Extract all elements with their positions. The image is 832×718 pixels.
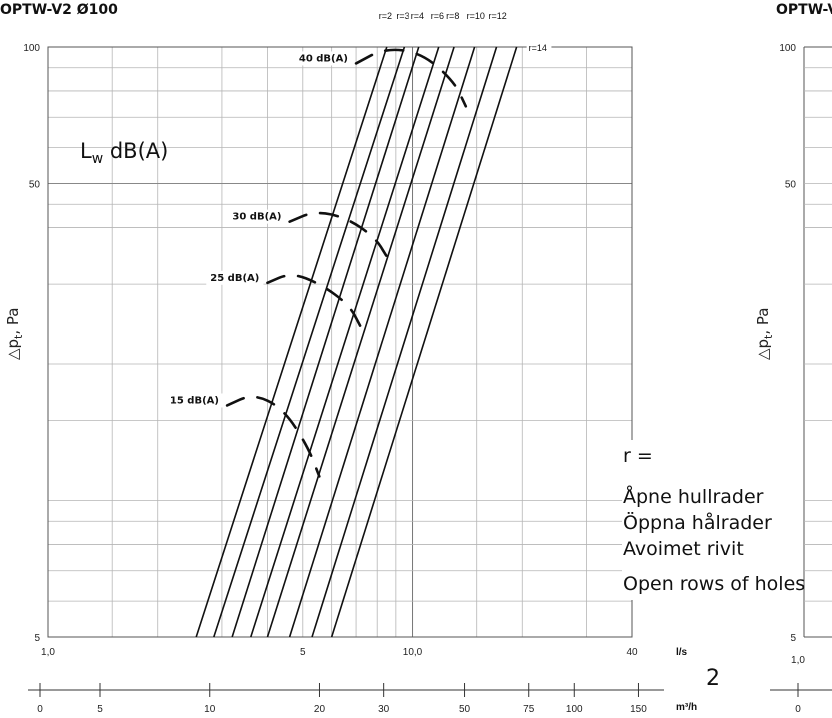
- legend: r = Åpne hullrader Öppna hålrader Avoime…: [622, 440, 805, 600]
- series-label-r-6: r=6: [431, 11, 444, 21]
- series-line-r-14: [330, 46, 518, 638]
- y-tick-label: 50: [29, 180, 41, 191]
- sound-label-bg: [206, 270, 264, 285]
- legend-line-2: Öppna hålrader: [623, 511, 772, 534]
- sound-label-15db: 15 dB(A): [170, 395, 219, 406]
- series-label-bg: [376, 10, 397, 22]
- sound-curve-15db: [225, 395, 321, 478]
- series-label-r-2: r=2: [379, 11, 392, 21]
- page-number: 2: [706, 666, 720, 691]
- right-y-tick-label: 5: [790, 633, 796, 644]
- m3h-tick-label: 150: [630, 704, 647, 715]
- sound-label-bg: [165, 393, 224, 408]
- sound-curve-40db: [354, 48, 468, 108]
- y-tick-label: 5: [34, 633, 40, 644]
- x-tick-label: 10,0: [403, 647, 423, 658]
- y-axis-label: △pt, Pa: [4, 308, 25, 361]
- m3h-tick-label: 10: [204, 704, 216, 715]
- grid: [48, 47, 632, 637]
- sound-label-40db: 40 dB(A): [299, 53, 348, 64]
- series-label-bg: [408, 10, 429, 22]
- right-y-tick-label: 50: [785, 180, 797, 191]
- series-label-r-4: r=4: [411, 11, 424, 21]
- sound-curve-30db: [288, 211, 389, 258]
- legend-line-1: Åpne hullrader: [623, 485, 764, 508]
- m3h-tick-label: 50: [459, 704, 471, 715]
- series-line-r-6: [250, 46, 440, 638]
- svg-text:△pt, Pa: △pt, Pa: [754, 308, 775, 361]
- legend-line-4: Open rows of holes: [623, 573, 805, 595]
- right-y-axis-label: △pt, Pa: [754, 308, 775, 361]
- sound-curve-25db: [266, 274, 362, 328]
- sound-label-bg: [294, 51, 353, 66]
- sound-label-30db: 30 dB(A): [232, 212, 281, 223]
- legend-line-3: Avoimet rivit: [623, 538, 744, 560]
- right-chart-title-fragment: OPTW-V: [776, 2, 832, 18]
- m3h-tick-label: 0: [37, 704, 43, 715]
- series-label-r-3: r=3: [396, 11, 409, 21]
- m3h-tick-label: 5: [97, 704, 103, 715]
- m3h-axis: 0 5 10 20 30 50 75 100 150 0: [28, 683, 832, 715]
- x-tick-label: 1,0: [41, 647, 55, 658]
- series-label-bg: [444, 10, 464, 22]
- series-label-r-8: r=8: [446, 11, 459, 21]
- right-chart-fragment-grid: [803, 46, 832, 638]
- series-label-r-12: r=12: [489, 11, 507, 21]
- series-line-r-2: [195, 46, 388, 638]
- y-tick-label: 100: [23, 43, 40, 54]
- m3h-unit: m³/h: [676, 702, 697, 713]
- series-label-r-14: r=14: [529, 43, 547, 53]
- series-label-r-10: r=10: [467, 11, 485, 21]
- legend-heading: r =: [623, 445, 653, 467]
- mark-labels: r=2 r=3 r=4 r=6 r=8 r=10 r=12 r=14 15 dB(A) 25 dB…: [165, 10, 552, 408]
- right-y-tick-label: 100: [779, 43, 796, 54]
- series-label-bg: [428, 10, 449, 22]
- sound-label-25db: 25 dB(A): [210, 273, 259, 284]
- lw-label: Lw dB(A): [80, 139, 168, 167]
- chart-title: OPTW-V2 Ø100: [0, 2, 118, 18]
- series-line-r-3: [213, 46, 406, 638]
- svg-text:△pt, Pa: △pt, Pa: [4, 308, 25, 361]
- x-axis-unit: l/s: [676, 647, 688, 658]
- x-tick-label: 5: [300, 647, 306, 658]
- flow-lines: [195, 46, 518, 638]
- right-m3h-tick-label: 0: [795, 704, 801, 715]
- right-x-tick-label: 1,0: [791, 655, 805, 666]
- series-line-r-8: [266, 46, 455, 638]
- series-label-bg: [486, 10, 512, 22]
- m3h-tick-label: 30: [378, 704, 390, 715]
- series-line-r-12: [311, 46, 498, 638]
- m3h-tick-label: 20: [314, 704, 326, 715]
- series-line-r-10: [288, 46, 476, 638]
- plot-frame: [47, 46, 633, 638]
- x-tick-label: 40: [626, 647, 638, 658]
- series-label-bg: [464, 10, 490, 22]
- sound-level-curves: [225, 48, 468, 478]
- m3h-tick-label: 100: [566, 704, 583, 715]
- m3h-tick-label: 75: [523, 704, 535, 715]
- series-line-r-4: [231, 46, 420, 638]
- sound-label-bg: [228, 209, 286, 224]
- series-label-bg: [526, 42, 552, 54]
